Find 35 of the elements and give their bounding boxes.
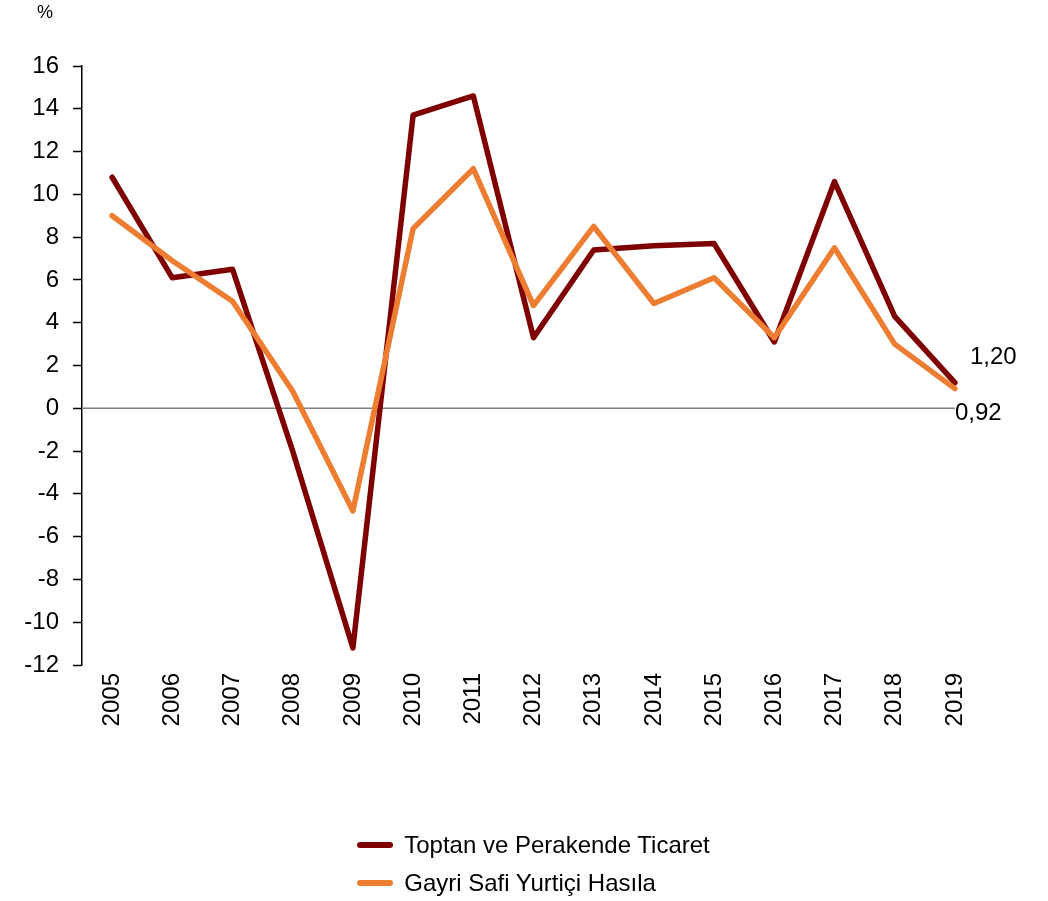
data-label: 0,92 [954,398,1002,426]
x-tick-label: 2006 [156,673,184,727]
y-tick-label: -10 [24,606,59,634]
x-tick-label: 2011 [457,673,485,725]
x-tick-label: 2014 [638,673,666,727]
x-tick-label: 2018 [879,673,907,727]
y-tick-label: 4 [45,307,59,335]
y-tick-label: -12 [24,649,59,677]
y-tick-label: 16 [32,50,59,78]
x-tick-label: 2009 [337,673,365,727]
x-tick-label: 2019 [939,673,967,727]
y-tick-label: -4 [37,478,59,506]
y-tick-label: 8 [45,221,59,249]
x-tick-label: 2005 [96,673,124,727]
y-tick-label: 14 [32,93,59,121]
y-tick-label: -6 [37,521,59,549]
x-tick-label: 2015 [698,673,726,727]
data-label: 1,20 [969,342,1017,370]
x-tick-label: 2017 [819,673,847,727]
x-tick-label: 2007 [217,673,245,727]
x-tick-label: 2010 [397,673,425,727]
legend-label: Toptan ve Perakende Ticaret [404,831,710,859]
x-tick-label: 2016 [758,673,786,727]
y-tick-label: 10 [32,178,59,206]
y-axis-title: % [36,1,54,22]
y-tick-label: -8 [37,564,59,592]
y-tick-label: 12 [32,136,59,164]
x-tick-label: 2012 [518,673,546,727]
y-tick-label: -2 [37,435,59,463]
legend-label: Gayri Safi Yurtiçi Hasıla [404,869,656,897]
y-tick-label: 6 [45,264,59,292]
y-tick-label: 2 [45,350,59,378]
y-tick-label: 0 [45,392,59,420]
x-tick-label: 2013 [578,673,606,727]
x-tick-label: 2008 [277,673,305,727]
